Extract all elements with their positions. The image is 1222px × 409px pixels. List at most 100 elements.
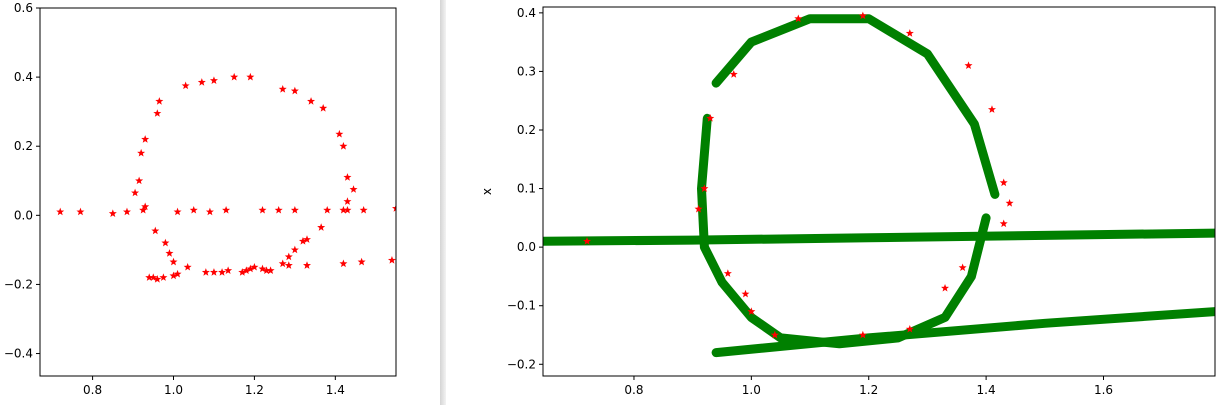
left-chart-star-point bbox=[205, 207, 214, 216]
left-chart-star-point bbox=[290, 86, 299, 95]
right-chart-star-point bbox=[905, 324, 914, 333]
right-chart-star-point bbox=[858, 330, 867, 339]
right-chart-star-point bbox=[723, 269, 732, 277]
panel-divider bbox=[440, 0, 446, 405]
left-chart-star-point bbox=[201, 268, 210, 276]
left-chart-star-point bbox=[181, 81, 190, 90]
left-chart-star-point bbox=[359, 205, 368, 214]
right-chart-y-tick-label: 0.3 bbox=[517, 64, 536, 78]
right-chart-y-tick-label: 0.0 bbox=[517, 240, 536, 254]
left-chart-star-point bbox=[173, 269, 182, 278]
left-chart-star-point bbox=[278, 85, 287, 93]
left-chart-y-tick-label: 0.6 bbox=[14, 1, 33, 15]
left-chart-star-point bbox=[145, 273, 154, 281]
left-chart-x-tick-label: 1.0 bbox=[164, 383, 183, 397]
left-chart-star-point bbox=[343, 197, 352, 205]
left-chart-star-point bbox=[258, 205, 267, 214]
right-chart-green-trace-0 bbox=[543, 228, 1215, 246]
right-chart-x-tick-label: 1.2 bbox=[859, 383, 878, 397]
right-chart-star-point bbox=[700, 184, 709, 192]
left-chart-star-point bbox=[108, 209, 117, 217]
right-chart-axes-frame bbox=[542, 6, 1216, 377]
left-chart-star-point bbox=[303, 261, 311, 269]
left-chart-star-point bbox=[197, 78, 206, 86]
right-chart-star-point bbox=[958, 263, 967, 272]
left-chart-x-tick-label: 1.2 bbox=[245, 383, 264, 397]
left-chart-star-point bbox=[319, 104, 328, 112]
right-chart-star-point bbox=[794, 14, 803, 23]
left-chart-star-point bbox=[159, 273, 168, 281]
left-chart-plot-area bbox=[56, 72, 396, 283]
right-chart-green-trace-1 bbox=[711, 307, 1215, 358]
right-chart-star-point bbox=[905, 29, 914, 37]
left-chart-star-point bbox=[298, 237, 307, 245]
left-chart-star-point bbox=[303, 235, 311, 243]
left-chart-star-point bbox=[284, 252, 293, 261]
left-chart-star-point bbox=[222, 205, 231, 214]
right-chart-green-trace-3 bbox=[697, 113, 991, 349]
left-chart-star-point bbox=[387, 256, 396, 264]
left-chart-star-point bbox=[246, 264, 255, 273]
left-chart-star-point bbox=[141, 202, 150, 211]
left-chart-star-point bbox=[149, 273, 158, 281]
right-chart-x-tick-label: 0.8 bbox=[624, 383, 643, 397]
left-chart-star-point bbox=[141, 135, 150, 143]
left-chart-star-point bbox=[173, 207, 182, 216]
left-chart-star-point bbox=[262, 266, 271, 275]
left-chart-star-point bbox=[230, 72, 239, 81]
left-chart-star-point bbox=[357, 257, 366, 266]
left-chart-star-point bbox=[339, 205, 348, 214]
left-chart-star-point bbox=[169, 257, 178, 266]
right-chart-y-tick-label: 0.2 bbox=[517, 123, 536, 137]
left-chart-star-point bbox=[169, 271, 178, 280]
left-chart-star-point bbox=[153, 275, 162, 283]
left-chart-y-tick-label: −0.2 bbox=[4, 277, 33, 291]
left-chart-star-point bbox=[278, 259, 287, 268]
left-chart-panel: 0.8 1.0 1.2 1.4 −0.4 −0.2 0.0 0.2 0.4 0.6 bbox=[0, 0, 440, 405]
left-chart-x-tick-label: 1.4 bbox=[326, 383, 345, 397]
left-chart-star-point bbox=[165, 249, 174, 257]
right-chart-y-tick-label: −0.1 bbox=[507, 299, 536, 313]
left-chart-star-point bbox=[274, 205, 283, 214]
right-chart-y-tick-label: 0.4 bbox=[517, 6, 536, 20]
left-chart-star-point bbox=[209, 268, 218, 276]
right-chart-star-point bbox=[999, 219, 1008, 228]
right-chart-star-point bbox=[941, 283, 950, 292]
left-chart-y-tick-label: 0.4 bbox=[14, 70, 33, 84]
left-chart-star-point bbox=[250, 262, 259, 271]
left-chart-star-point bbox=[76, 207, 85, 216]
left-chart-star-point bbox=[349, 185, 358, 193]
left-chart-y-tick-label: 0.0 bbox=[14, 208, 33, 222]
right-chart-star-point bbox=[858, 11, 867, 20]
left-chart-y-tick-label: 0.2 bbox=[14, 139, 33, 153]
left-chart-star-point bbox=[131, 188, 140, 197]
left-chart-star-point bbox=[284, 261, 293, 269]
right-chart-star-point bbox=[706, 114, 715, 122]
right-chart-star-point bbox=[770, 330, 779, 339]
left-chart-star-point bbox=[290, 205, 299, 214]
left-chart-star-point bbox=[137, 148, 146, 157]
left-chart-star-point bbox=[242, 266, 251, 275]
right-chart-y-axis-label: x bbox=[480, 188, 494, 195]
right-chart-star-point bbox=[694, 204, 703, 213]
right-chart-plot-area bbox=[543, 11, 1215, 358]
right-chart-star-point bbox=[747, 307, 756, 315]
left-chart-star-point bbox=[151, 226, 160, 235]
left-chart-star-point bbox=[189, 205, 198, 214]
left-chart-star-point bbox=[392, 204, 396, 212]
left-chart-star-point bbox=[317, 223, 326, 231]
left-chart-star-point bbox=[266, 266, 275, 275]
right-chart-x-tick-label: 1.6 bbox=[1094, 383, 1113, 397]
right-chart-x-tick-label: 1.4 bbox=[977, 383, 996, 397]
left-chart-star-point bbox=[238, 268, 247, 276]
left-chart-star-point bbox=[153, 109, 162, 117]
right-chart-green-trace-2 bbox=[711, 14, 1000, 199]
right-chart-y-tick-label: 0.1 bbox=[517, 182, 536, 196]
right-chart-star-point bbox=[1005, 199, 1014, 207]
left-chart-star-point bbox=[183, 262, 192, 271]
left-chart-star-point bbox=[56, 207, 65, 216]
right-chart-x-tick-label: 1.0 bbox=[742, 383, 761, 397]
right-chart-y-tick-label: −0.2 bbox=[507, 357, 536, 371]
left-chart-x-tick-label: 0.8 bbox=[83, 383, 102, 397]
left-chart-star-point bbox=[258, 264, 267, 273]
